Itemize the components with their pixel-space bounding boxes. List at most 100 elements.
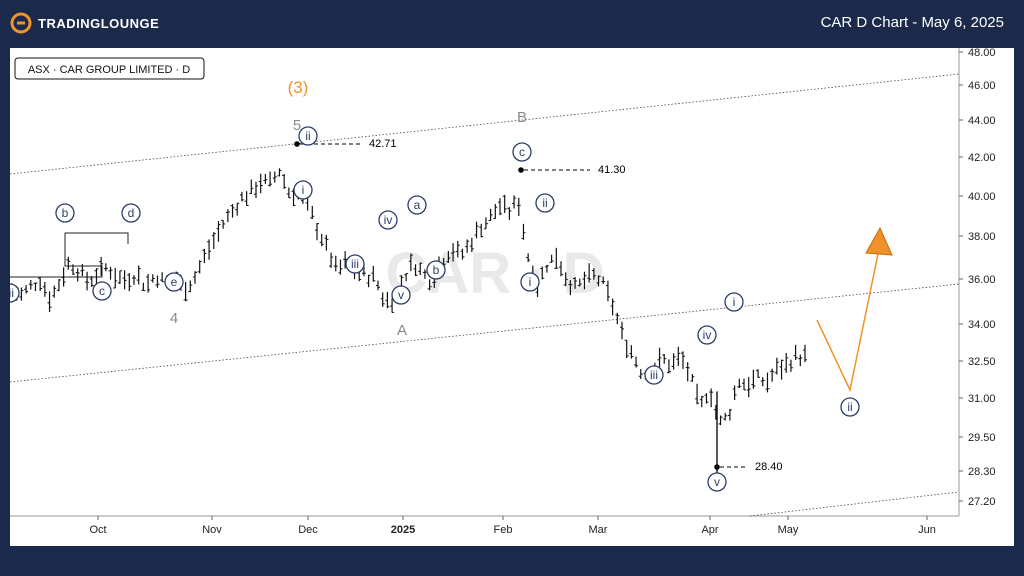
price-bar xyxy=(634,356,639,368)
price-bar xyxy=(193,271,197,284)
price-bar xyxy=(596,275,601,287)
price-bar xyxy=(559,261,563,277)
price-bar xyxy=(756,369,761,378)
price-bar xyxy=(662,354,667,364)
price-chart[interactable]: CAR · D 42.71 41.30 28.40 (3) 5 4 A B b d… xyxy=(0,47,1014,546)
price-bar xyxy=(117,270,122,285)
wave-label-ii: ii xyxy=(535,193,555,213)
price-bar xyxy=(610,298,615,316)
wave-label-v: v xyxy=(391,285,411,305)
price-bar xyxy=(779,359,784,380)
y-tick-label: 29.50 xyxy=(968,432,996,444)
wave-label-text: v xyxy=(398,288,404,302)
price-bar xyxy=(155,275,160,288)
wave-label-circle xyxy=(535,193,555,213)
price-bar xyxy=(573,277,578,289)
top-bar: TRADINGLOUNGE CAR D Chart - May 6, 2025 xyxy=(0,0,1024,48)
price-bar xyxy=(568,280,573,296)
wave-label-v: v xyxy=(707,472,727,492)
x-tick-label: Apr xyxy=(701,524,718,536)
price-bar xyxy=(587,263,592,283)
price-bar xyxy=(803,344,807,363)
wave-label-text: e xyxy=(171,275,178,289)
x-tick-label: Dec xyxy=(298,524,318,536)
level-4271-dot xyxy=(294,141,300,147)
price-bar xyxy=(75,268,80,282)
price-bar xyxy=(784,352,789,373)
brand-logo[interactable]: TRADINGLOUNGE xyxy=(10,12,159,34)
wave-4-label: 4 xyxy=(170,310,178,327)
wave-label-circle xyxy=(512,142,532,162)
price-bar xyxy=(371,265,376,282)
price-bar xyxy=(329,252,334,268)
wave-label-circle xyxy=(164,272,184,292)
wave-label-ii: ii xyxy=(298,126,318,146)
price-bar xyxy=(207,239,212,260)
wave-b-label: B xyxy=(517,109,527,126)
wave-label-circle xyxy=(121,203,141,223)
price-bar xyxy=(66,256,71,270)
triangle-outline xyxy=(10,232,129,278)
price-bar xyxy=(254,181,258,198)
price-bar xyxy=(277,168,282,177)
wave-label-text: ii xyxy=(847,400,852,414)
x-tick-label: Oct xyxy=(89,524,106,536)
price-bar xyxy=(52,285,57,298)
wave-label-circle xyxy=(644,365,664,385)
price-bar xyxy=(502,194,507,214)
chart-panel[interactable]: CAR · D 42.71 41.30 28.40 (3) 5 4 A B b d… xyxy=(0,47,1014,546)
price-bar xyxy=(188,280,193,293)
chart-title: CAR D Chart - May 6, 2025 xyxy=(820,14,1004,31)
wave-label-c: c xyxy=(92,281,112,301)
price-bar xyxy=(638,369,643,379)
price-bar xyxy=(624,339,629,359)
price-bar xyxy=(793,344,798,361)
wave-label-circle xyxy=(293,180,313,200)
price-bar xyxy=(146,274,151,293)
wave-label-circle xyxy=(724,292,744,312)
price-bar xyxy=(404,273,409,282)
price-bar xyxy=(216,221,221,242)
price-bar xyxy=(681,351,685,369)
price-bar xyxy=(239,191,244,202)
price-bar xyxy=(38,277,43,292)
price-bar xyxy=(615,312,620,325)
price-bar xyxy=(507,207,512,220)
price-bar xyxy=(47,291,52,313)
price-bar xyxy=(324,234,329,251)
price-bar xyxy=(427,279,432,291)
price-bar xyxy=(258,173,263,194)
price-bar xyxy=(244,191,249,206)
price-bar xyxy=(601,276,606,285)
price-bar xyxy=(498,198,502,216)
price-bar xyxy=(103,263,108,272)
y-tick-label: 31.00 xyxy=(968,393,996,405)
wave-label-text: c xyxy=(519,145,525,159)
wave-label-text: v xyxy=(714,475,720,489)
price-bar xyxy=(141,282,146,292)
price-bar xyxy=(451,243,456,262)
price-bar xyxy=(549,254,554,263)
channel-middle-line xyxy=(9,283,960,383)
price-bar xyxy=(760,377,765,387)
price-bar xyxy=(56,279,61,292)
price-bar xyxy=(544,264,549,273)
price-bar xyxy=(183,282,188,302)
price-bar xyxy=(108,266,113,280)
level-4130-dot xyxy=(518,167,524,173)
price-bar xyxy=(723,412,728,421)
price-bar xyxy=(737,378,742,388)
price-bar xyxy=(455,240,460,258)
wave-label-iii: iii xyxy=(0,283,20,303)
level-4271-label: 42.71 xyxy=(369,138,397,150)
wave-label-text: iv xyxy=(703,328,712,342)
circled-wave-labels: bdceiiiiiiiviiivabciiiiviiiivii xyxy=(0,126,860,492)
price-bar xyxy=(211,232,216,250)
price-bar xyxy=(685,362,690,382)
price-bar xyxy=(732,385,737,400)
price-bar xyxy=(676,346,681,366)
price-bar xyxy=(268,171,273,187)
level-4130-label: 41.30 xyxy=(598,164,626,176)
price-bar xyxy=(488,208,493,221)
chart-watermark: CAR · D xyxy=(385,241,604,306)
